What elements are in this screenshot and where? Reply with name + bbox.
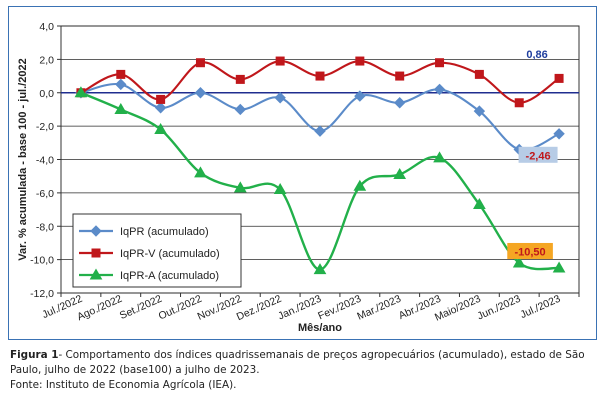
data-point [435, 58, 445, 68]
data-label: -10,50 [514, 246, 545, 258]
caption-source: Fonte: Instituto de Economia Agrícola (I… [10, 379, 237, 391]
series-2 [76, 56, 564, 108]
data-point [274, 92, 286, 104]
data-point [114, 102, 128, 114]
x-tick-label: Jan./2023 [276, 293, 323, 323]
data-point [314, 125, 326, 137]
data-point [552, 261, 566, 273]
x-tick-label: Jun./2023 [475, 293, 522, 323]
chart: 4,0 2,0 0,0 -2,0 -4,0 -6,0 -8,0 -10,0 -12,0 Jul./… [17, 21, 580, 334]
legend-label: IqPR (acumulado) [120, 226, 209, 238]
legend-swatch-marker [89, 268, 103, 280]
legend: IqPR (acumulado) IqPR-V (acumulado) IqPR-A… [72, 213, 242, 288]
data-label-background [518, 146, 558, 163]
data-point [474, 69, 484, 79]
data-point [353, 179, 367, 191]
figure-caption: Figura 1- Comportamento dos índices quad… [10, 348, 600, 393]
data-point [74, 86, 88, 98]
data-point [473, 198, 486, 210]
data-point [512, 256, 526, 268]
data-point [195, 58, 205, 68]
y-tick-label: 2,0 [39, 54, 54, 66]
data-point [433, 151, 446, 163]
caption-text: - Comportamento dos índices quadrisseman… [10, 349, 585, 376]
data-point [553, 128, 565, 140]
y-tick-label: -8,0 [36, 221, 54, 233]
y-tick-label: -10,0 [30, 255, 54, 267]
series-3 [74, 86, 566, 275]
caption-label: Figura 1 [10, 349, 59, 361]
data-point [315, 71, 325, 81]
data-point [393, 97, 406, 109]
x-tick-label: Maio/2023 [433, 293, 483, 324]
chart-figure: 4,0 2,0 0,0 -2,0 -4,0 -6,0 -8,0 -10,0 -12,0 Jul./… [8, 6, 597, 340]
data-point [234, 103, 247, 116]
data-point [273, 183, 287, 195]
data-label: 0,86 [526, 49, 547, 61]
data-point [393, 168, 407, 180]
data-label-background [507, 242, 553, 259]
data-point [154, 122, 167, 134]
x-axis-label: Mês/ano [298, 322, 342, 334]
data-point [395, 71, 405, 81]
data-point [194, 87, 207, 99]
legend-label: IqPR-A (acumulado) [120, 270, 219, 282]
x-tick-label: Fev./2023 [316, 293, 363, 323]
data-point [473, 105, 486, 117]
y-tick-label: -12,0 [30, 288, 54, 300]
data-point [233, 181, 247, 193]
x-tick-label: Jul./2023 [518, 293, 562, 321]
y-tick-label: 0,0 [39, 88, 54, 100]
data-point [275, 56, 285, 66]
x-tick-label: Set./2022 [118, 293, 164, 322]
legend-swatch-marker [91, 248, 101, 258]
data-point [154, 102, 167, 114]
data-point [116, 69, 126, 79]
data-point [433, 83, 446, 96]
data-point [115, 78, 127, 91]
y-tick-label: -4,0 [36, 155, 54, 167]
x-tick-label: Dez./2022 [235, 293, 284, 323]
x-tick-label: Mar./2023 [355, 293, 403, 323]
data-label: -2,46 [526, 150, 551, 162]
y-tick-label: 4,0 [39, 21, 54, 33]
data-point [554, 73, 564, 83]
x-tick-label: Out./2022 [157, 293, 204, 323]
legend-swatch-marker [90, 225, 102, 237]
data-point [354, 90, 366, 102]
data-point [235, 74, 245, 84]
data-point [156, 94, 166, 104]
y-tick-label: -6,0 [36, 188, 54, 200]
data-point [313, 263, 327, 275]
data-point [514, 98, 524, 108]
y-tick-label: -2,0 [36, 121, 54, 133]
data-point [194, 166, 207, 178]
y-axis-label: Var. % acumulada - base 100 - jul./2022 [17, 58, 29, 260]
legend-label: IqPR-V (acumulado) [120, 248, 220, 260]
x-tick-label: Ago./2022 [75, 293, 124, 324]
data-point [355, 56, 365, 66]
